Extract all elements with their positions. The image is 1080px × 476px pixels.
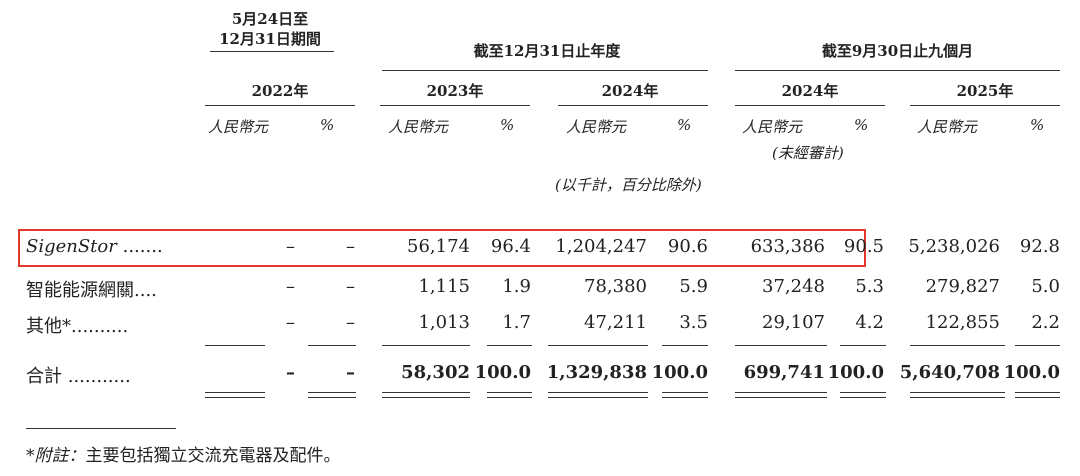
year-rule (380, 105, 530, 106)
footnote: *附註：主要包括獨立交流充電器及配件。 (26, 441, 341, 466)
cell: 122,855 (925, 312, 1000, 333)
cell: – (286, 362, 295, 383)
cell: 699,741 (743, 362, 825, 383)
subtotal-rule (382, 345, 470, 346)
highlight-box (18, 229, 866, 267)
unaudited-note: (未經審計) (772, 144, 844, 162)
cell: 1,329,838 (546, 362, 647, 383)
subtotal-rule (1015, 345, 1060, 346)
cell: 100.0 (651, 362, 708, 383)
subtotal-rule (840, 345, 886, 346)
cell: 29,107 (762, 312, 825, 333)
currency-header: 人民幣元 (388, 118, 449, 136)
percent-header: % (677, 116, 692, 134)
percent-header: % (854, 116, 869, 134)
row-label: SigenStor ....... (26, 236, 163, 257)
header-rule (735, 70, 1060, 71)
subtotal-rule (735, 345, 827, 346)
cell: – (346, 362, 355, 383)
cell: – (346, 312, 355, 333)
percent-header: % (1030, 116, 1045, 134)
cell: 47,211 (584, 312, 647, 333)
header-rule (210, 51, 334, 52)
year-header: 2023年 (426, 82, 484, 100)
year-header: 2025年 (956, 82, 1014, 100)
year-header: 2022年 (251, 82, 309, 100)
year-rule (735, 105, 885, 106)
cell: – (286, 276, 295, 297)
cell: 90.6 (667, 236, 708, 257)
cell: 3.5 (679, 312, 708, 333)
cell: – (346, 276, 355, 297)
row-label: 合計 ........... (26, 366, 131, 387)
footnote-text: 主要包括獨立交流充電器及配件。 (85, 446, 341, 466)
footnote-rule (26, 428, 176, 429)
cell: 100.0 (1003, 362, 1060, 383)
subtotal-rule (308, 345, 356, 346)
cell: – (286, 312, 295, 333)
cell: 1,013 (418, 312, 470, 333)
cell: – (346, 236, 355, 257)
row-label: 智能能源網關.... (26, 280, 157, 301)
cell: 5,640,708 (899, 362, 1000, 383)
cell: 37,248 (762, 276, 825, 297)
cell: 1.9 (502, 276, 531, 297)
cell: 2.2 (1031, 312, 1060, 333)
cell: 96.4 (490, 236, 531, 257)
percent-header: % (320, 116, 335, 134)
cell: 279,827 (925, 276, 1000, 297)
cell: 100.0 (474, 362, 531, 383)
cell: 78,380 (584, 276, 647, 297)
year-rule (205, 105, 355, 106)
row-label: 其他*.......... (26, 316, 129, 337)
cell: 1.7 (502, 312, 531, 333)
cell: 100.0 (827, 362, 884, 383)
currency-header: 人民幣元 (566, 118, 627, 136)
cell: 92.8 (1019, 236, 1060, 257)
cell: 90.5 (843, 236, 884, 257)
units-note: (以千計，百分比除外) (555, 176, 702, 194)
year-rule (558, 105, 708, 106)
nine-month-group-header: 截至9月30日止九個月 (821, 42, 974, 60)
period-2022-line1: 5月24日至 (231, 10, 309, 28)
period-2022-line2: 12月31日期間 (219, 30, 321, 48)
cell: 633,386 (750, 236, 825, 257)
year-header: 2024年 (781, 82, 839, 100)
subtotal-rule (205, 345, 265, 346)
subtotal-rule (910, 345, 1005, 346)
cell: 5.0 (1031, 276, 1060, 297)
cell: 56,174 (407, 236, 470, 257)
year-end-group-header: 截至12月31日止年度 (473, 42, 621, 60)
currency-header: 人民幣元 (208, 118, 269, 136)
subtotal-rule (548, 345, 648, 346)
header-rule (382, 70, 708, 71)
cell: 58,302 (401, 362, 470, 383)
cell: – (286, 236, 295, 257)
cell: 5.3 (855, 276, 884, 297)
cell: 4.2 (855, 312, 884, 333)
cell: 5.9 (679, 276, 708, 297)
subtotal-rule (487, 345, 532, 346)
currency-header: 人民幣元 (742, 118, 803, 136)
year-rule (910, 105, 1060, 106)
cell: 1,115 (418, 276, 470, 297)
currency-header: 人民幣元 (917, 118, 978, 136)
subtotal-rule (662, 345, 708, 346)
footnote-prefix: *附註： (26, 446, 86, 466)
percent-header: % (500, 116, 515, 134)
year-header: 2024年 (601, 82, 659, 100)
cell: 5,238,026 (908, 236, 1000, 257)
cell: 1,204,247 (555, 236, 647, 257)
